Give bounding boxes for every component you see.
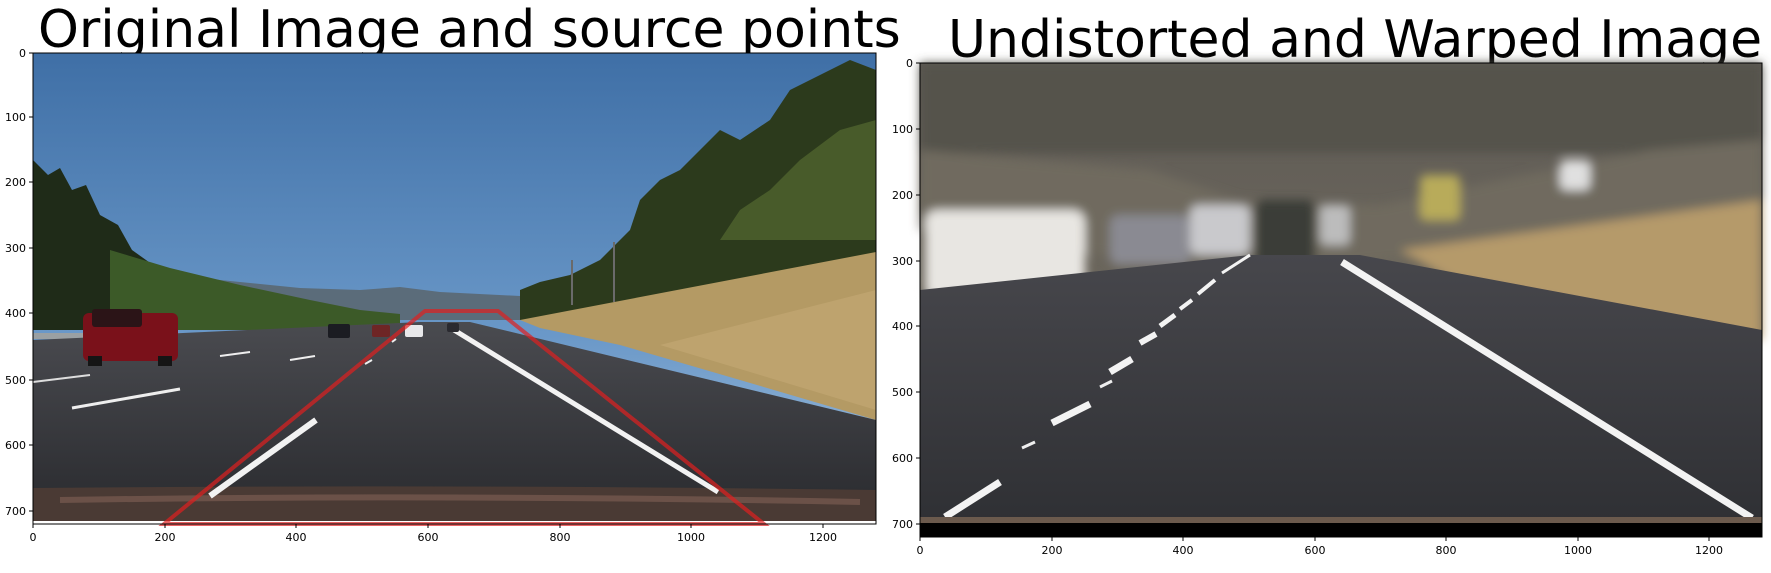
right-x-tick-1000: 1000 bbox=[1564, 544, 1592, 557]
right-x-tick-0: 0 bbox=[917, 544, 924, 557]
left-x-axis: 0 200 400 600 800 1000 1200 bbox=[30, 524, 837, 544]
left-x-tick-200: 200 bbox=[155, 531, 176, 544]
left-y-tick-300: 300 bbox=[5, 242, 26, 255]
right-y-tick-0: 0 bbox=[906, 57, 913, 70]
right-x-tick-400: 400 bbox=[1173, 544, 1194, 557]
left-y-tick-500: 500 bbox=[5, 374, 26, 387]
left-y-tick-400: 400 bbox=[5, 307, 26, 320]
right-y-tick-600: 600 bbox=[892, 452, 913, 465]
right-panel-title: Undistorted and Warped Image bbox=[948, 10, 1763, 70]
right-y-tick-300: 300 bbox=[892, 255, 913, 268]
left-y-tick-700: 700 bbox=[5, 505, 26, 518]
left-y-tick-200: 200 bbox=[5, 176, 26, 189]
left-panel-title: Original Image and source points bbox=[38, 0, 901, 60]
right-photo bbox=[920, 63, 1762, 537]
left-x-tick-600: 600 bbox=[418, 531, 439, 544]
right-x-tick-600: 600 bbox=[1305, 544, 1326, 557]
right-y-tick-400: 400 bbox=[892, 320, 913, 333]
left-x-tick-0: 0 bbox=[30, 531, 37, 544]
right-x-tick-800: 800 bbox=[1436, 544, 1457, 557]
right-y-tick-100: 100 bbox=[892, 123, 913, 136]
right-y-tick-700: 700 bbox=[892, 518, 913, 531]
left-y-tick-100: 100 bbox=[5, 111, 26, 124]
right-x-axis: 0 200 400 600 800 1000 1200 bbox=[917, 537, 1723, 557]
left-x-tick-1000: 1000 bbox=[677, 531, 705, 544]
left-y-axis: 0 100 200 300 400 500 600 700 bbox=[5, 47, 33, 518]
left-x-tick-400: 400 bbox=[286, 531, 307, 544]
left-y-tick-0: 0 bbox=[19, 47, 26, 60]
left-x-tick-1200: 1200 bbox=[809, 531, 837, 544]
right-x-tick-1200: 1200 bbox=[1695, 544, 1723, 557]
right-y-tick-200: 200 bbox=[892, 189, 913, 202]
right-y-axis: 0 100 200 300 400 500 600 700 bbox=[892, 57, 920, 531]
right-y-tick-500: 500 bbox=[892, 386, 913, 399]
left-photo bbox=[32, 53, 876, 524]
left-axes-frame bbox=[32, 52, 877, 525]
left-x-tick-800: 800 bbox=[550, 531, 571, 544]
right-x-tick-200: 200 bbox=[1042, 544, 1063, 557]
left-y-tick-600: 600 bbox=[5, 439, 26, 452]
right-axes-frame bbox=[919, 62, 1763, 538]
